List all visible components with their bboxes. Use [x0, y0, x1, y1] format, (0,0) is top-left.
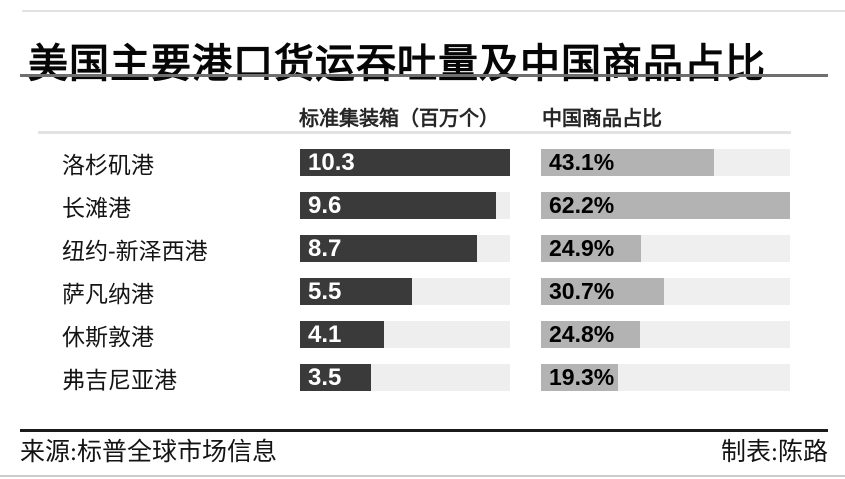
share-bar-track: 19.3% [541, 364, 790, 391]
teu-bar-fill: 5.5 [300, 277, 413, 305]
footer-divider-line [20, 429, 828, 432]
teu-value: 5.5 [308, 277, 342, 305]
column-header-teu: 标准集装箱（百万个） [299, 108, 499, 130]
teu-bar-fill: 10.3 [300, 149, 510, 176]
page-title: 美国主要港口货运吞吐量及中国商品占比 [28, 40, 766, 86]
teu-value: 8.7 [308, 234, 342, 262]
port-label: 纽约-新泽西港 [62, 237, 208, 264]
chart-row: 萨凡纳港 5.5 30.7% [0, 278, 845, 307]
share-value: 62.2% [549, 192, 615, 218]
share-bar-track: 43.1% [541, 149, 790, 176]
chart-rows: 洛杉矶港 10.3 43.1% 长滩港 9.6 62.2% 纽约-新泽西港 [0, 149, 845, 393]
share-bar-fill: 62.2% [541, 192, 790, 219]
title-divider-line [20, 74, 828, 77]
top-border-line [22, 10, 845, 12]
teu-bar-track: 10.3 [300, 149, 510, 176]
teu-bar-track: 9.6 [300, 192, 510, 219]
share-value: 19.3% [549, 364, 615, 390]
port-label: 萨凡纳港 [62, 280, 154, 307]
share-value: 24.9% [549, 235, 615, 261]
port-label: 长滩港 [62, 194, 131, 221]
share-bar-fill: 24.9% [541, 235, 641, 262]
port-label: 洛杉矶港 [62, 151, 154, 178]
share-bar-fill: 24.8% [541, 321, 641, 348]
teu-bar-fill: 3.5 [300, 363, 372, 391]
chart-row: 洛杉矶港 10.3 43.1% [0, 149, 845, 178]
share-bar-track: 30.7% [541, 278, 790, 305]
teu-bar-track: 8.7 [300, 235, 510, 262]
share-bar-fill: 19.3% [541, 364, 619, 391]
teu-bar-track: 4.1 [300, 321, 510, 348]
share-bar-fill: 43.1% [541, 149, 714, 176]
author-credit: 制表:陈路 [721, 439, 828, 466]
bottom-border-line [0, 475, 845, 477]
share-bar-track: 62.2% [541, 192, 790, 219]
port-label: 休斯敦港 [62, 323, 154, 350]
teu-bar-fill: 8.7 [300, 234, 478, 262]
share-bar-track: 24.8% [541, 321, 790, 348]
chart-row: 弗吉尼亚港 3.5 19.3% [0, 364, 845, 393]
chart-row: 休斯敦港 4.1 24.8% [0, 321, 845, 350]
header-divider-line [38, 131, 791, 134]
share-value: 24.8% [549, 321, 615, 347]
teu-bar-fill: 4.1 [300, 321, 384, 348]
teu-value: 9.6 [308, 191, 342, 219]
chart-row: 长滩港 9.6 62.2% [0, 192, 845, 221]
chart-row: 纽约-新泽西港 8.7 24.9% [0, 235, 845, 264]
port-label: 弗吉尼亚港 [62, 366, 177, 393]
teu-bar-fill: 9.6 [300, 192, 496, 219]
source-credit: 来源:标普全球市场信息 [20, 439, 277, 466]
teu-value: 10.3 [308, 148, 355, 176]
share-value: 43.1% [549, 149, 615, 175]
share-bar-fill: 30.7% [541, 278, 664, 305]
teu-bar-track: 3.5 [300, 364, 510, 391]
teu-bar-track: 5.5 [300, 278, 510, 305]
share-bar-track: 24.9% [541, 235, 790, 262]
teu-value: 3.5 [308, 363, 342, 391]
teu-value: 4.1 [308, 320, 342, 348]
column-header-china-share: 中国商品占比 [542, 108, 662, 130]
share-value: 30.7% [549, 278, 615, 304]
